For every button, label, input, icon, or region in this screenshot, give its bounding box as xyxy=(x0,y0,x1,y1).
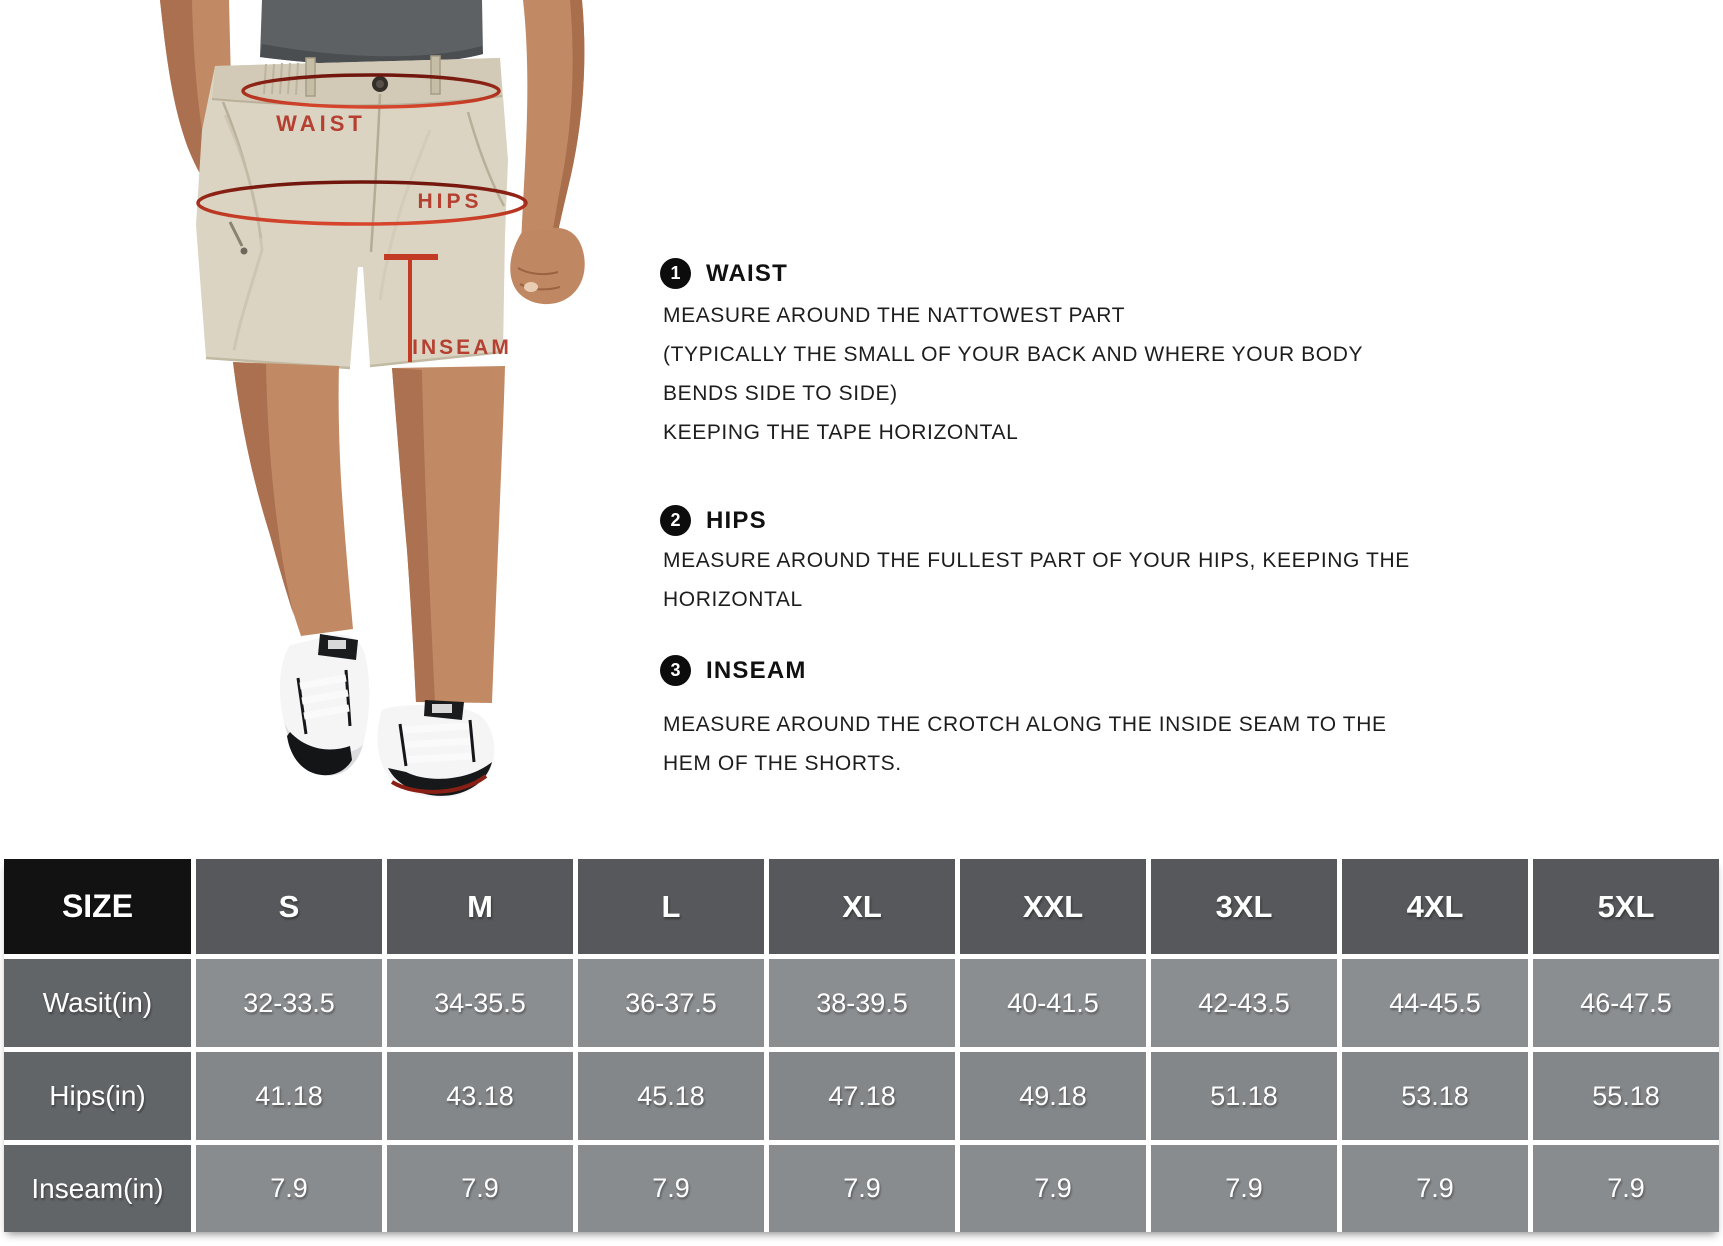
model-photo-illustration: WAIST HIPS INSEAM xyxy=(160,0,585,798)
table-cell: 38-39.5 xyxy=(769,959,955,1047)
table-header-cell: 4XL xyxy=(1342,859,1528,954)
instruction-title: INSEAM xyxy=(706,656,807,684)
table-cell: 40-41.5 xyxy=(960,959,1146,1047)
instruction-title: WAIST xyxy=(706,259,788,287)
size-table: SIZE S M L XL XXL 3XL 4XL 5XL Wasit(in) … xyxy=(4,859,1719,1232)
measurement-annotations: WAIST HIPS INSEAM xyxy=(196,73,528,362)
table-cell: 49.18 xyxy=(960,1052,1146,1140)
right-pocket xyxy=(466,111,506,207)
table-cell: 7.9 xyxy=(1533,1145,1719,1232)
step-number-badge: 2 xyxy=(660,505,691,536)
table-cell: 7.9 xyxy=(578,1145,764,1232)
table-cell: 47.18 xyxy=(769,1052,955,1140)
table-header-cell: M xyxy=(387,859,573,954)
table-row-label: Wasit(in) xyxy=(4,959,191,1047)
waist-annotation-label: WAIST xyxy=(276,111,366,136)
instruction-heading-waist: 1 WAIST xyxy=(660,258,788,289)
instruction-line: (TYPICALLY THE SMALL OF YOUR BACK AND WH… xyxy=(663,343,1364,366)
instruction-line: KEEPING THE TAPE HORIZONTAL xyxy=(663,421,1019,444)
toe-sole xyxy=(287,732,352,776)
table-header-cell: 3XL xyxy=(1151,859,1337,954)
table-header-cell: XXL xyxy=(960,859,1146,954)
instruction-body-inseam: MEASURE AROUND THE CROTCH ALONG THE INSI… xyxy=(663,705,1387,783)
hips-annotation-label: HIPS xyxy=(417,190,482,213)
instruction-title: HIPS xyxy=(706,506,767,534)
table-header-size: SIZE xyxy=(4,859,191,954)
table-cell: 7.9 xyxy=(769,1145,955,1232)
hips-ellipse xyxy=(196,180,528,226)
instruction-line: MEASURE AROUND THE FULLEST PART OF YOUR … xyxy=(663,549,1410,572)
instruction-heading-inseam: 3 INSEAM xyxy=(660,655,807,686)
instruction-body-hips: MEASURE AROUND THE FULLEST PART OF YOUR … xyxy=(663,541,1410,619)
table-cell: 7.9 xyxy=(196,1145,382,1232)
table-cell: 32-33.5 xyxy=(196,959,382,1047)
table-header-cell: XL xyxy=(769,859,955,954)
belt-loop xyxy=(430,55,441,95)
table-cell: 55.18 xyxy=(1533,1052,1719,1140)
instruction-line: MEASURE AROUND THE NATTOWEST PART xyxy=(663,304,1126,327)
instruction-line: MEASURE AROUND THE CROTCH ALONG THE INSI… xyxy=(663,713,1387,736)
instruction-heading-hips: 2 HIPS xyxy=(660,505,767,536)
table-cell: 7.9 xyxy=(960,1145,1146,1232)
thigh-zipper xyxy=(228,221,244,247)
shirt xyxy=(260,0,483,65)
waist-ellipse xyxy=(241,73,501,109)
fly-seam xyxy=(369,93,382,253)
right-shoe xyxy=(377,700,495,798)
step-number-badge: 3 xyxy=(660,655,691,686)
table-header-cell: 5XL xyxy=(1533,859,1719,954)
table-cell: 41.18 xyxy=(196,1052,382,1140)
right-arm xyxy=(488,0,585,305)
instruction-body-waist: MEASURE AROUND THE NATTOWEST PART (TYPIC… xyxy=(663,296,1363,452)
model-photo: WAIST HIPS INSEAM xyxy=(130,0,600,800)
instruction-line: HEM OF THE SHORTS. xyxy=(663,752,902,775)
instruction-line: BENDS SIDE TO SIDE) xyxy=(663,382,898,405)
instruction-line: HORIZONTAL xyxy=(663,588,803,611)
table-row-label: Hips(in) xyxy=(4,1052,191,1140)
table-cell: 7.9 xyxy=(1342,1145,1528,1232)
table-cell: 42-43.5 xyxy=(1151,959,1337,1047)
table-cell: 45.18 xyxy=(578,1052,764,1140)
table-row-label: Inseam(in) xyxy=(4,1145,191,1232)
inseam-annotation-label: INSEAM xyxy=(412,336,512,359)
step-number-badge: 1 xyxy=(660,258,691,289)
left-shoe xyxy=(279,634,370,776)
left-leg xyxy=(233,362,353,636)
table-cell: 34-35.5 xyxy=(387,959,573,1047)
table-cell: 7.9 xyxy=(387,1145,573,1232)
right-leg xyxy=(392,366,505,703)
table-cell: 53.18 xyxy=(1342,1052,1528,1140)
table-cell: 36-37.5 xyxy=(578,959,764,1047)
table-cell: 46-47.5 xyxy=(1533,959,1719,1047)
table-cell: 7.9 xyxy=(1151,1145,1337,1232)
red-sole-line xyxy=(390,774,488,794)
table-header-cell: L xyxy=(578,859,764,954)
table-header-cell: S xyxy=(196,859,382,954)
table-cell: 43.18 xyxy=(387,1052,573,1140)
thumbnail xyxy=(524,282,538,292)
table-cell: 44-45.5 xyxy=(1342,959,1528,1047)
table-cell: 51.18 xyxy=(1151,1052,1337,1140)
